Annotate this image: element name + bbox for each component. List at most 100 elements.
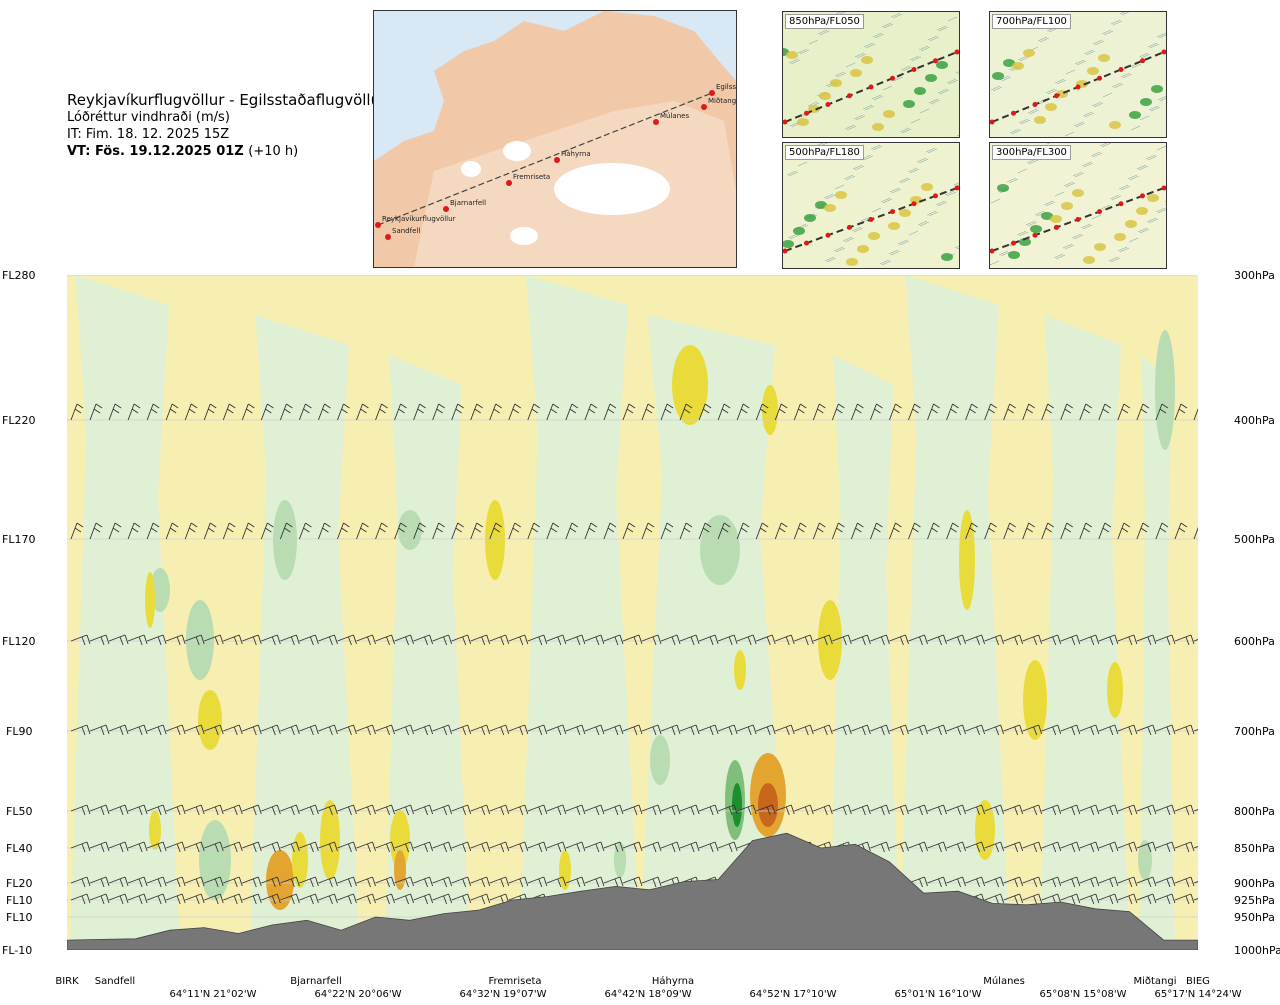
wind-barb: [1174, 724, 1195, 736]
wind-barb: [812, 522, 826, 540]
panel-wind-barb: [797, 161, 808, 167]
panel-wind-barb: [1011, 129, 1022, 135]
map-station-label: Reykjavíkurflugvöllur: [382, 215, 456, 223]
panel-station-marker: [1097, 209, 1102, 215]
panel-wind-barb: [955, 184, 959, 187]
velocity-core: [198, 690, 222, 750]
wind-barb: [1155, 403, 1169, 421]
panel-velocity-patch: [835, 191, 847, 199]
wind-barb: [89, 893, 110, 905]
wind-barb: [946, 522, 959, 540]
panel-station-marker: [911, 67, 917, 72]
map-station-marker: [506, 180, 512, 186]
panel-station-marker: [1118, 67, 1124, 72]
panel-wind-barb: [1119, 12, 1126, 15]
wind-barb: [698, 804, 719, 816]
panel-velocity-patch: [1087, 67, 1099, 75]
wind-barb: [185, 804, 205, 816]
panel-velocity-patch: [1008, 251, 1020, 259]
wind-barb: [90, 275, 91, 276]
wind-barb: [889, 403, 902, 421]
wind-barb: [260, 403, 274, 421]
panel-wind-barb: [1000, 251, 1011, 257]
wind-barb: [432, 634, 453, 646]
panel-wind-barb: [1156, 32, 1166, 38]
panel-wind-barb: [935, 200, 946, 206]
panel-velocity-patch: [921, 183, 933, 191]
panel-velocity-patch: [925, 74, 937, 82]
level-fl280: FL280: [2, 269, 36, 282]
wind-barb: [546, 841, 567, 853]
wind-barb: [737, 724, 757, 736]
panel-wind-barb: [1110, 19, 1121, 25]
velocity-core: [320, 800, 340, 880]
wind-barb: [1060, 804, 1081, 816]
panel-wind-barb: [892, 13, 903, 19]
wind-barb: [965, 403, 978, 421]
level-925hpa: 925hPa: [1234, 894, 1275, 907]
wind-barb: [794, 634, 814, 646]
wind-barb: [641, 634, 662, 646]
panel-wind-barb: [1063, 181, 1074, 187]
wind-barb: [946, 804, 966, 816]
panel-wind-barb: [1109, 194, 1120, 200]
wind-barb: [337, 522, 350, 540]
panel-wind-barb: [852, 164, 863, 170]
wind-barb: [603, 876, 624, 888]
panel-wind-barb: [882, 198, 893, 204]
panel-wind-barb: [956, 247, 959, 250]
panel-wind-barb: [1043, 200, 1054, 206]
wind-barb: [71, 275, 72, 276]
velocity-core: [959, 510, 975, 610]
panel-wind-barb: [1027, 221, 1038, 227]
wind-barb: [984, 876, 1005, 888]
panel-velocity-patch: [1072, 189, 1084, 197]
wind-barb: [565, 634, 586, 646]
panel-wind-barb: [898, 177, 909, 183]
wind-barb: [1060, 634, 1081, 646]
panel-velocity-patch: [1034, 116, 1046, 124]
descent-band: [250, 315, 360, 950]
wind-barb: [718, 275, 719, 276]
panel-wind-barb: [855, 115, 866, 121]
wind-barb: [146, 893, 167, 905]
wind-barb: [451, 876, 472, 888]
wind-barb: [965, 876, 986, 888]
wind-barb: [622, 876, 643, 888]
panel-station-marker: [933, 58, 938, 64]
wind-barb: [451, 275, 453, 276]
panel-wind-barb: [1065, 182, 1076, 188]
wind-barb: [965, 522, 978, 540]
wind-barb: [660, 804, 681, 816]
panel-wind-barb: [927, 35, 938, 41]
wind-barb: [641, 522, 655, 540]
wind-barb: [261, 841, 281, 853]
panel-wind-barb: [1108, 256, 1119, 262]
panel-label: 500hPa/FL180: [785, 145, 864, 160]
wind-barb: [1193, 846, 1198, 849]
level-800hpa: 800hPa: [1234, 805, 1275, 818]
wind-barb: [299, 275, 300, 276]
wind-barb: [470, 275, 472, 276]
wind-barb: [870, 522, 883, 540]
wind-barb: [166, 804, 186, 816]
panel-wind-barb: [897, 239, 908, 245]
wind-barb: [470, 634, 491, 646]
panel-wind-barb: [1147, 155, 1158, 161]
descent-band: [385, 355, 470, 950]
panel-wind-barb: [1018, 231, 1029, 237]
wind-barb: [146, 403, 160, 421]
panel-wind-barb: [844, 237, 855, 243]
panel-wind-barb: [946, 78, 957, 84]
route-map: Reykjavíkurflugvöllur Sandfell Bjarnarfell…: [373, 10, 737, 268]
x-coord-label: 65°17'N 14°24'W: [1154, 989, 1242, 1000]
wind-barb: [1174, 634, 1195, 646]
wind-barb: [337, 841, 357, 853]
panel-wind-barb: [853, 227, 864, 233]
wind-barb: [832, 724, 852, 736]
wind-barb: [394, 403, 407, 421]
panel-wind-barb: [864, 105, 875, 111]
wind-barb: [508, 403, 522, 421]
wind-barb: [831, 403, 845, 421]
wind-barb: [946, 841, 966, 853]
